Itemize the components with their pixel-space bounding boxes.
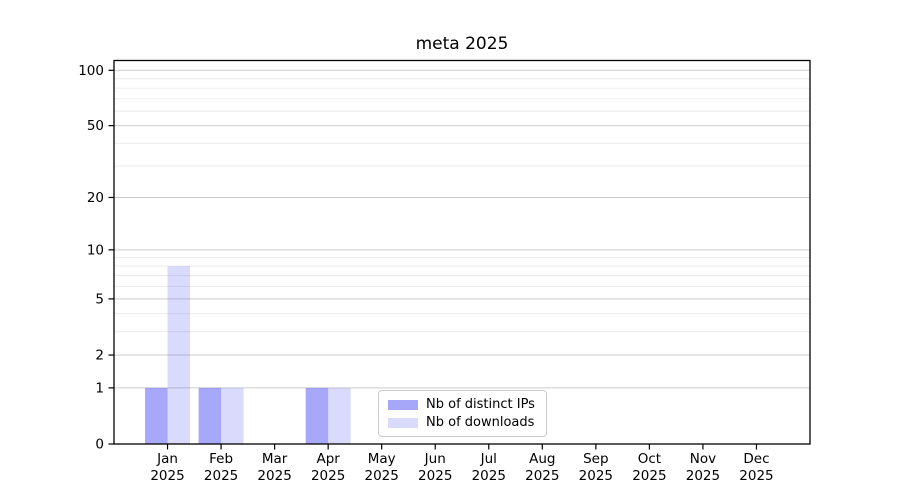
x-tick-label-year: 2025 xyxy=(418,468,452,484)
legend-label-downloads: Nb of downloads xyxy=(426,415,535,430)
legend-item-downloads: Nb of downloads xyxy=(388,416,546,429)
bar-downloads-feb xyxy=(221,387,244,444)
x-tick-label-month: Jun xyxy=(424,451,446,467)
y-tick-label: 5 xyxy=(95,291,104,307)
y-tick-label: 0 xyxy=(95,437,104,453)
x-tick-label-year: 2025 xyxy=(472,468,506,484)
x-tick-label-year: 2025 xyxy=(311,468,345,484)
y-tick-label: 100 xyxy=(78,63,104,79)
x-tick-label-year: 2025 xyxy=(150,468,184,484)
x-tick-label-month: Mar xyxy=(262,451,288,467)
legend: Nb of distinct IPs Nb of downloads xyxy=(378,390,547,437)
x-tick-label-year: 2025 xyxy=(579,468,613,484)
x-tick-label-month: Nov xyxy=(690,451,716,467)
x-tick-label-year: 2025 xyxy=(365,468,399,484)
x-tick-label-year: 2025 xyxy=(739,468,773,484)
x-tick-label-year: 2025 xyxy=(204,468,238,484)
bar-distinct-ips-jan xyxy=(145,387,168,444)
x-tick-label-month: Jan xyxy=(156,451,178,467)
legend-swatch-distinct-ips xyxy=(388,399,418,410)
x-tick-label-year: 2025 xyxy=(257,468,291,484)
x-tick-label-month: Sep xyxy=(583,451,608,467)
legend-item-distinct-ips: Nb of distinct IPs xyxy=(388,398,546,411)
y-tick-label: 20 xyxy=(87,190,104,206)
legend-swatch-downloads xyxy=(388,417,418,428)
bar-downloads-apr xyxy=(328,387,351,444)
x-tick-label-year: 2025 xyxy=(632,468,666,484)
y-tick-label: 1 xyxy=(95,380,104,396)
bar-downloads-jan xyxy=(167,266,191,444)
x-tick-label-month: Jul xyxy=(480,451,497,467)
x-tick-label-month: Oct xyxy=(638,451,661,467)
bar-distinct-ips-apr xyxy=(305,387,329,444)
x-tick-label-year: 2025 xyxy=(525,468,559,484)
x-tick-label-year: 2025 xyxy=(686,468,720,484)
y-tick-label: 10 xyxy=(87,242,104,258)
plot-border xyxy=(113,59,811,445)
x-tick-label-month: Feb xyxy=(209,451,233,467)
chart-title: meta 2025 xyxy=(415,34,509,54)
x-tick-label-month: Apr xyxy=(316,451,340,467)
bar-distinct-ips-feb xyxy=(198,387,222,444)
x-tick-label-month: Dec xyxy=(743,451,769,467)
x-tick-label-month: Aug xyxy=(529,451,555,467)
y-tick-label: 50 xyxy=(87,118,104,134)
y-tick-label: 2 xyxy=(95,348,104,364)
x-tick-label-month: May xyxy=(368,451,396,467)
legend-label-distinct-ips: Nb of distinct IPs xyxy=(426,397,535,412)
